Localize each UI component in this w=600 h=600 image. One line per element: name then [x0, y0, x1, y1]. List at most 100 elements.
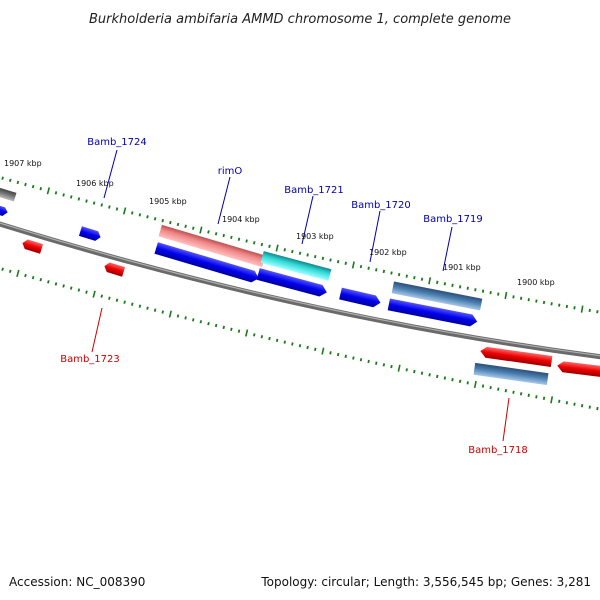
gene-feature-steel-reverse[interactable]: [473, 362, 549, 386]
minor-tick: [527, 298, 530, 302]
minor-tick: [451, 283, 454, 287]
minor-tick: [176, 222, 180, 227]
minor-tick: [47, 280, 50, 284]
minor-tick: [123, 300, 126, 304]
minor-tick: [108, 296, 111, 300]
gene-feature-bamb-1724[interactable]: [78, 226, 102, 242]
major-tick: [580, 305, 584, 313]
minor-tick: [237, 329, 241, 333]
gene-label-bamb-1719[interactable]: Bamb_1719: [423, 214, 483, 225]
leader-line-bamb-1724: [103, 149, 118, 199]
minor-tick: [1, 176, 4, 180]
minor-tick: [474, 288, 477, 292]
gene-feature-blue-long-2[interactable]: [256, 268, 329, 298]
minor-tick: [253, 241, 256, 245]
lower-tick-track: [1, 267, 599, 411]
minor-tick: [458, 379, 462, 383]
minor-tick: [596, 406, 599, 411]
minor-tick: [16, 180, 20, 185]
minor-tick: [550, 302, 553, 306]
gene-label-rimo[interactable]: rimO: [218, 166, 243, 177]
minor-tick: [489, 385, 492, 390]
gene-feature-bamb-1723[interactable]: [103, 261, 126, 277]
minor-tick: [62, 284, 65, 288]
minor-tick: [230, 327, 233, 331]
minor-tick: [504, 389, 508, 393]
minor-tick: [85, 290, 88, 294]
minor-tick: [588, 308, 591, 313]
gene-feature-bamb-1721[interactable]: [260, 251, 332, 281]
minor-tick: [481, 289, 485, 293]
gene-feature-gray-partial[interactable]: [0, 182, 17, 202]
minor-tick: [428, 373, 431, 377]
minor-tick: [405, 368, 408, 372]
minor-tick: [31, 275, 35, 280]
gene-feature-blue-long-3[interactable]: [387, 298, 479, 328]
minor-tick: [390, 364, 393, 369]
gene-feature-rimo[interactable]: [158, 224, 266, 268]
minor-tick: [230, 235, 233, 240]
minor-tick: [413, 276, 416, 280]
minor-tick: [207, 230, 210, 234]
minor-tick: [580, 404, 584, 408]
minor-tick: [535, 395, 538, 399]
minor-tick: [184, 316, 187, 320]
leader-line-bamb-1723: [91, 307, 103, 353]
minor-tick: [466, 381, 469, 385]
tick-label: 1907 kbp: [4, 159, 42, 168]
leader-line-bamb-1720: [369, 210, 381, 263]
gene-label-bamb-1718[interactable]: Bamb_1718: [468, 445, 528, 456]
gene-feature-bamb-1718[interactable]: [480, 346, 553, 367]
major-tick: [321, 347, 325, 355]
gene-feature-red-partial[interactable]: [556, 361, 600, 379]
major-tick: [122, 207, 127, 215]
gene-feature-bamb-1719[interactable]: [391, 281, 483, 311]
minor-tick: [8, 269, 12, 273]
gene-label-bamb-1723[interactable]: Bamb_1723: [60, 354, 120, 365]
minor-tick: [100, 203, 104, 207]
gene-label-bamb-1720[interactable]: Bamb_1720: [351, 200, 411, 211]
minor-tick: [192, 226, 195, 230]
major-tick: [275, 244, 279, 252]
minor-tick: [77, 288, 81, 292]
minor-tick: [382, 269, 386, 274]
minor-tick: [161, 310, 164, 314]
gene-label-bamb-1724[interactable]: Bamb_1724: [87, 137, 147, 148]
minor-tick: [542, 396, 546, 400]
minor-tick: [481, 384, 485, 388]
gene-label-bamb-1721[interactable]: Bamb_1721: [284, 185, 344, 196]
leader-line-bamb-1718: [502, 397, 510, 442]
minor-tick: [237, 237, 241, 241]
major-tick: [168, 310, 173, 318]
minor-tick: [253, 333, 256, 337]
major-tick: [46, 187, 51, 195]
minor-tick: [497, 292, 500, 296]
minor-tick: [146, 306, 149, 310]
minor-tick: [397, 272, 401, 277]
gene-feature-bamb-1720[interactable]: [339, 287, 382, 309]
minor-tick: [31, 184, 35, 189]
gene-feature-blue-long-1[interactable]: [154, 242, 260, 284]
chromosome-backbone-highlight: [0, 222, 600, 357]
minor-tick: [222, 325, 225, 330]
minor-tick: [359, 358, 363, 362]
minor-tick: [519, 296, 523, 300]
major-tick: [245, 329, 249, 337]
minor-tick: [558, 399, 561, 403]
minor-tick: [153, 308, 157, 312]
minor-tick: [329, 258, 332, 262]
minor-tick: [260, 335, 264, 339]
minor-tick: [458, 285, 462, 289]
tick-label: 1905 kbp: [149, 197, 187, 206]
gene-feature-red-small-1[interactable]: [21, 238, 44, 254]
gene-feature-blue-partial[interactable]: [0, 201, 9, 217]
leader-line-bamb-1721: [301, 195, 314, 245]
minor-tick: [359, 264, 363, 269]
minor-tick: [222, 233, 225, 238]
minor-tick: [214, 323, 218, 328]
major-tick: [16, 269, 20, 277]
minor-tick: [268, 336, 271, 341]
minor-tick: [382, 363, 386, 367]
minor-tick: [390, 271, 393, 275]
minor-tick: [329, 351, 332, 355]
